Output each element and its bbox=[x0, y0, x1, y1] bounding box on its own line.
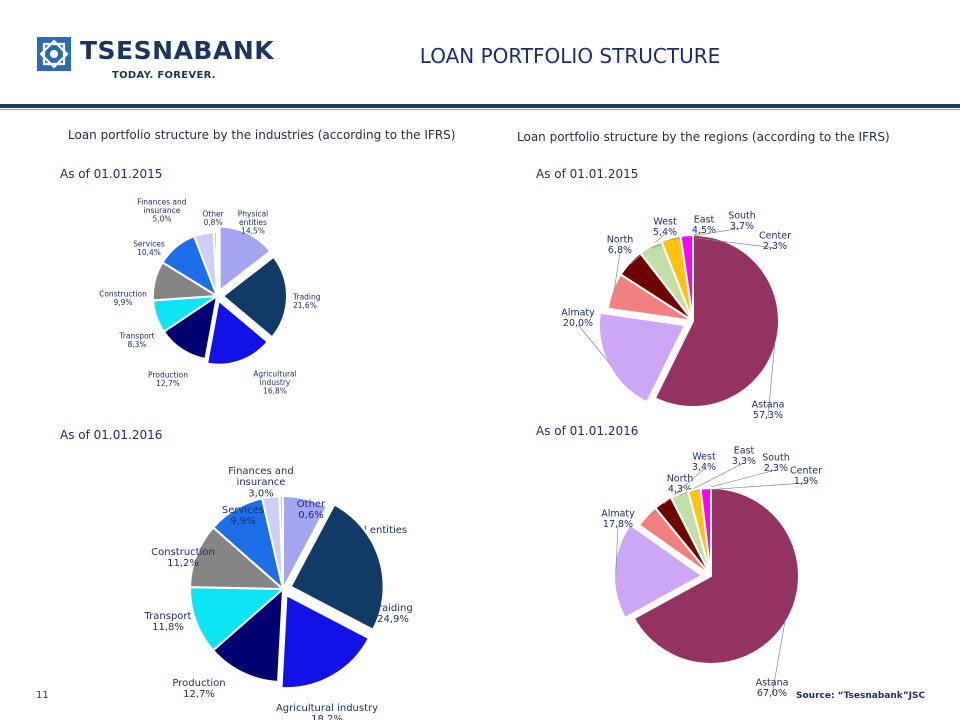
slice-label-west: West 5,4% bbox=[653, 217, 677, 239]
slice-label-center: Center 1,9% bbox=[790, 466, 822, 488]
page-title: LOAN PORTFOLIO STRUCTURE bbox=[419, 44, 721, 68]
leader-line bbox=[615, 525, 619, 571]
slice-label-almaty: Almaty 20,0% bbox=[561, 308, 595, 330]
slice-label-east: East 3,3% bbox=[732, 446, 756, 468]
leader-line bbox=[767, 340, 776, 417]
leader-line bbox=[705, 482, 807, 491]
pie-slice-almaty bbox=[613, 523, 704, 620]
slice-label-trading: Trading 21,6% bbox=[292, 293, 321, 310]
leader-line bbox=[686, 236, 776, 249]
slice-label-other: Other 0,8% bbox=[202, 210, 224, 227]
slice-label-agricultural-industry: Agricultural industry 16,8% bbox=[253, 370, 296, 396]
slice-label-services: Services 10,4% bbox=[133, 240, 165, 257]
logo-icon bbox=[37, 37, 71, 71]
slice-label-almaty: Almaty 17,8% bbox=[601, 509, 635, 531]
slice-label-east: East 4,5% bbox=[692, 215, 716, 237]
regions-2015-title: As of 01.01.2015 bbox=[536, 167, 639, 181]
logo-text: TSESNABANK bbox=[80, 36, 275, 65]
regions-2015-pie: Astana 57,3% Almaty 20,0% North 6,8% West 5,4% E… bbox=[561, 211, 791, 422]
slice-label-transport: Transport 8,3% bbox=[118, 332, 154, 349]
pie-slice-trading bbox=[221, 255, 288, 339]
slice-label-other: Other 0,6% bbox=[297, 499, 326, 521]
slice-label-production: Production 12,7% bbox=[172, 678, 225, 700]
slice-label-finances-and-insurance: Finances and insurance 5,0% bbox=[137, 198, 186, 224]
pie-slice-agricultural-industry bbox=[205, 298, 270, 366]
slice-label-traiding: Traiding 24,9% bbox=[372, 603, 412, 625]
slice-label-construction: Construction 9,9% bbox=[99, 290, 147, 307]
pie-slice-traiding bbox=[289, 503, 385, 632]
slice-label-center: Center 2,3% bbox=[759, 231, 791, 253]
slice-label-south: South 3,7% bbox=[728, 211, 756, 233]
leader-line bbox=[613, 251, 621, 292]
slice-label-west: West 3,4% bbox=[692, 452, 716, 474]
pie-slice-almaty bbox=[598, 311, 687, 404]
slice-label-physical-entities: Physical entities 14,5% bbox=[238, 210, 269, 236]
regions-section-title: Loan portfolio structure by the regions … bbox=[517, 130, 890, 144]
pie-slice-physical-entities bbox=[218, 225, 272, 293]
leader-line bbox=[771, 619, 786, 695]
regions-2016-pie: Astana67,0%Almaty17,8%North4,3%West3,4%E… bbox=[601, 446, 822, 700]
header-rule-thin bbox=[0, 109, 960, 110]
slice-label-services: Services 9,9% bbox=[222, 505, 264, 527]
slice-label-finances-and-insurance: Finances and insurance 3,0% bbox=[228, 466, 293, 499]
slice-label-production: Production 12,7% bbox=[148, 371, 188, 388]
industries-section-title: Loan portfolio structure by the industri… bbox=[68, 128, 456, 142]
slice-label-construction: Construction 11,2% bbox=[151, 547, 215, 569]
slice-label-south: South 2,3% bbox=[762, 453, 790, 475]
slice-label-agricultural-industry: Agricultural industry 18,2% bbox=[276, 703, 378, 720]
pie-slice-production bbox=[211, 586, 285, 683]
page-number: 11 bbox=[36, 690, 49, 701]
source-note: Source: “Tsesnabank”JSC bbox=[796, 691, 926, 701]
industries-2016-pie: Physical entities7,8%Traiding24,9%Agricu… bbox=[144, 466, 413, 720]
slice-label-astana: Astana 67,0% bbox=[756, 678, 789, 700]
header-rule bbox=[0, 104, 960, 108]
pie-slice-construction bbox=[188, 526, 286, 591]
leader-line bbox=[577, 324, 611, 365]
pie-slice-astana bbox=[632, 486, 800, 665]
pie-slice-transport bbox=[189, 586, 286, 652]
slice-label-astana: Astana 57,3% bbox=[752, 400, 785, 422]
slice-label-north: North 6,8% bbox=[607, 235, 634, 257]
pie-slice-center bbox=[679, 233, 694, 322]
industries-2016-title: As of 01.01.2016 bbox=[60, 428, 163, 442]
pie-slice-other bbox=[278, 494, 284, 590]
pie-slice-other bbox=[212, 230, 218, 297]
slice-label-transport: Transport 11,8% bbox=[144, 611, 192, 633]
industries-2015-pie: Physical entities 14,5% Trading 21,6% Agricul… bbox=[99, 198, 321, 396]
pie-slice-center bbox=[699, 486, 712, 577]
pie-slice-agricultural-industry bbox=[280, 593, 371, 690]
industries-2015-title: As of 01.01.2015 bbox=[60, 167, 163, 181]
logo-tagline: TODAY. FOREVER. bbox=[112, 70, 216, 81]
regions-2016-title: As of 01.01.2016 bbox=[536, 424, 639, 438]
pie-slice-astana bbox=[653, 233, 780, 408]
